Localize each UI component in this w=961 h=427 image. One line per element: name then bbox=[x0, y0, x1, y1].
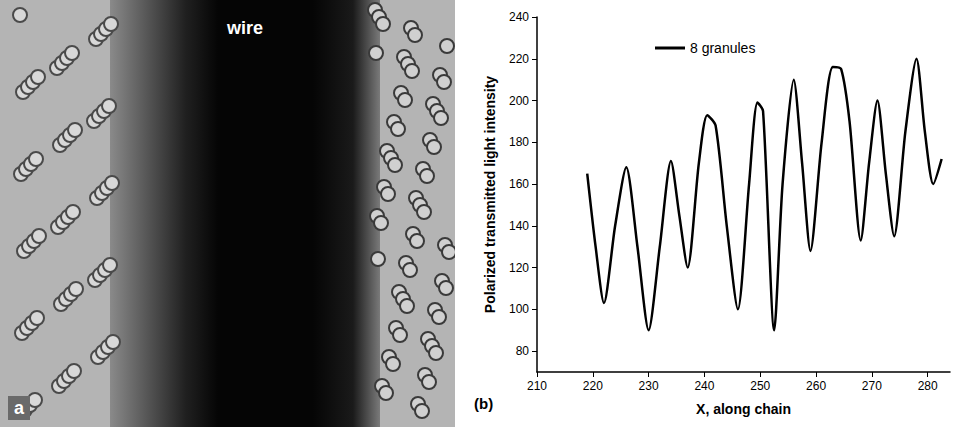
svg-text:8 granules: 8 granules bbox=[690, 40, 755, 56]
svg-text:240: 240 bbox=[694, 379, 714, 393]
svg-text:(b): (b) bbox=[474, 395, 493, 412]
svg-text:270: 270 bbox=[862, 379, 882, 393]
svg-text:220: 220 bbox=[583, 379, 603, 393]
svg-text:120: 120 bbox=[509, 261, 529, 275]
svg-text:220: 220 bbox=[509, 52, 529, 66]
svg-text:280: 280 bbox=[918, 379, 938, 393]
svg-text:160: 160 bbox=[509, 177, 529, 191]
svg-text:wire: wire bbox=[226, 18, 263, 38]
svg-text:80: 80 bbox=[516, 344, 530, 358]
svg-text:Polarized transmitted light in: Polarized transmitted light intensity bbox=[482, 76, 498, 313]
svg-text:180: 180 bbox=[509, 135, 529, 149]
svg-text:100: 100 bbox=[509, 302, 529, 316]
svg-text:a: a bbox=[14, 398, 25, 418]
svg-text:140: 140 bbox=[509, 219, 529, 233]
svg-text:200: 200 bbox=[509, 94, 529, 108]
svg-text:260: 260 bbox=[806, 379, 826, 393]
svg-text:210: 210 bbox=[527, 379, 547, 393]
svg-text:250: 250 bbox=[750, 379, 770, 393]
svg-text:X, along chain: X, along chain bbox=[696, 401, 791, 417]
svg-text:240: 240 bbox=[509, 10, 529, 24]
svg-text:230: 230 bbox=[639, 379, 659, 393]
